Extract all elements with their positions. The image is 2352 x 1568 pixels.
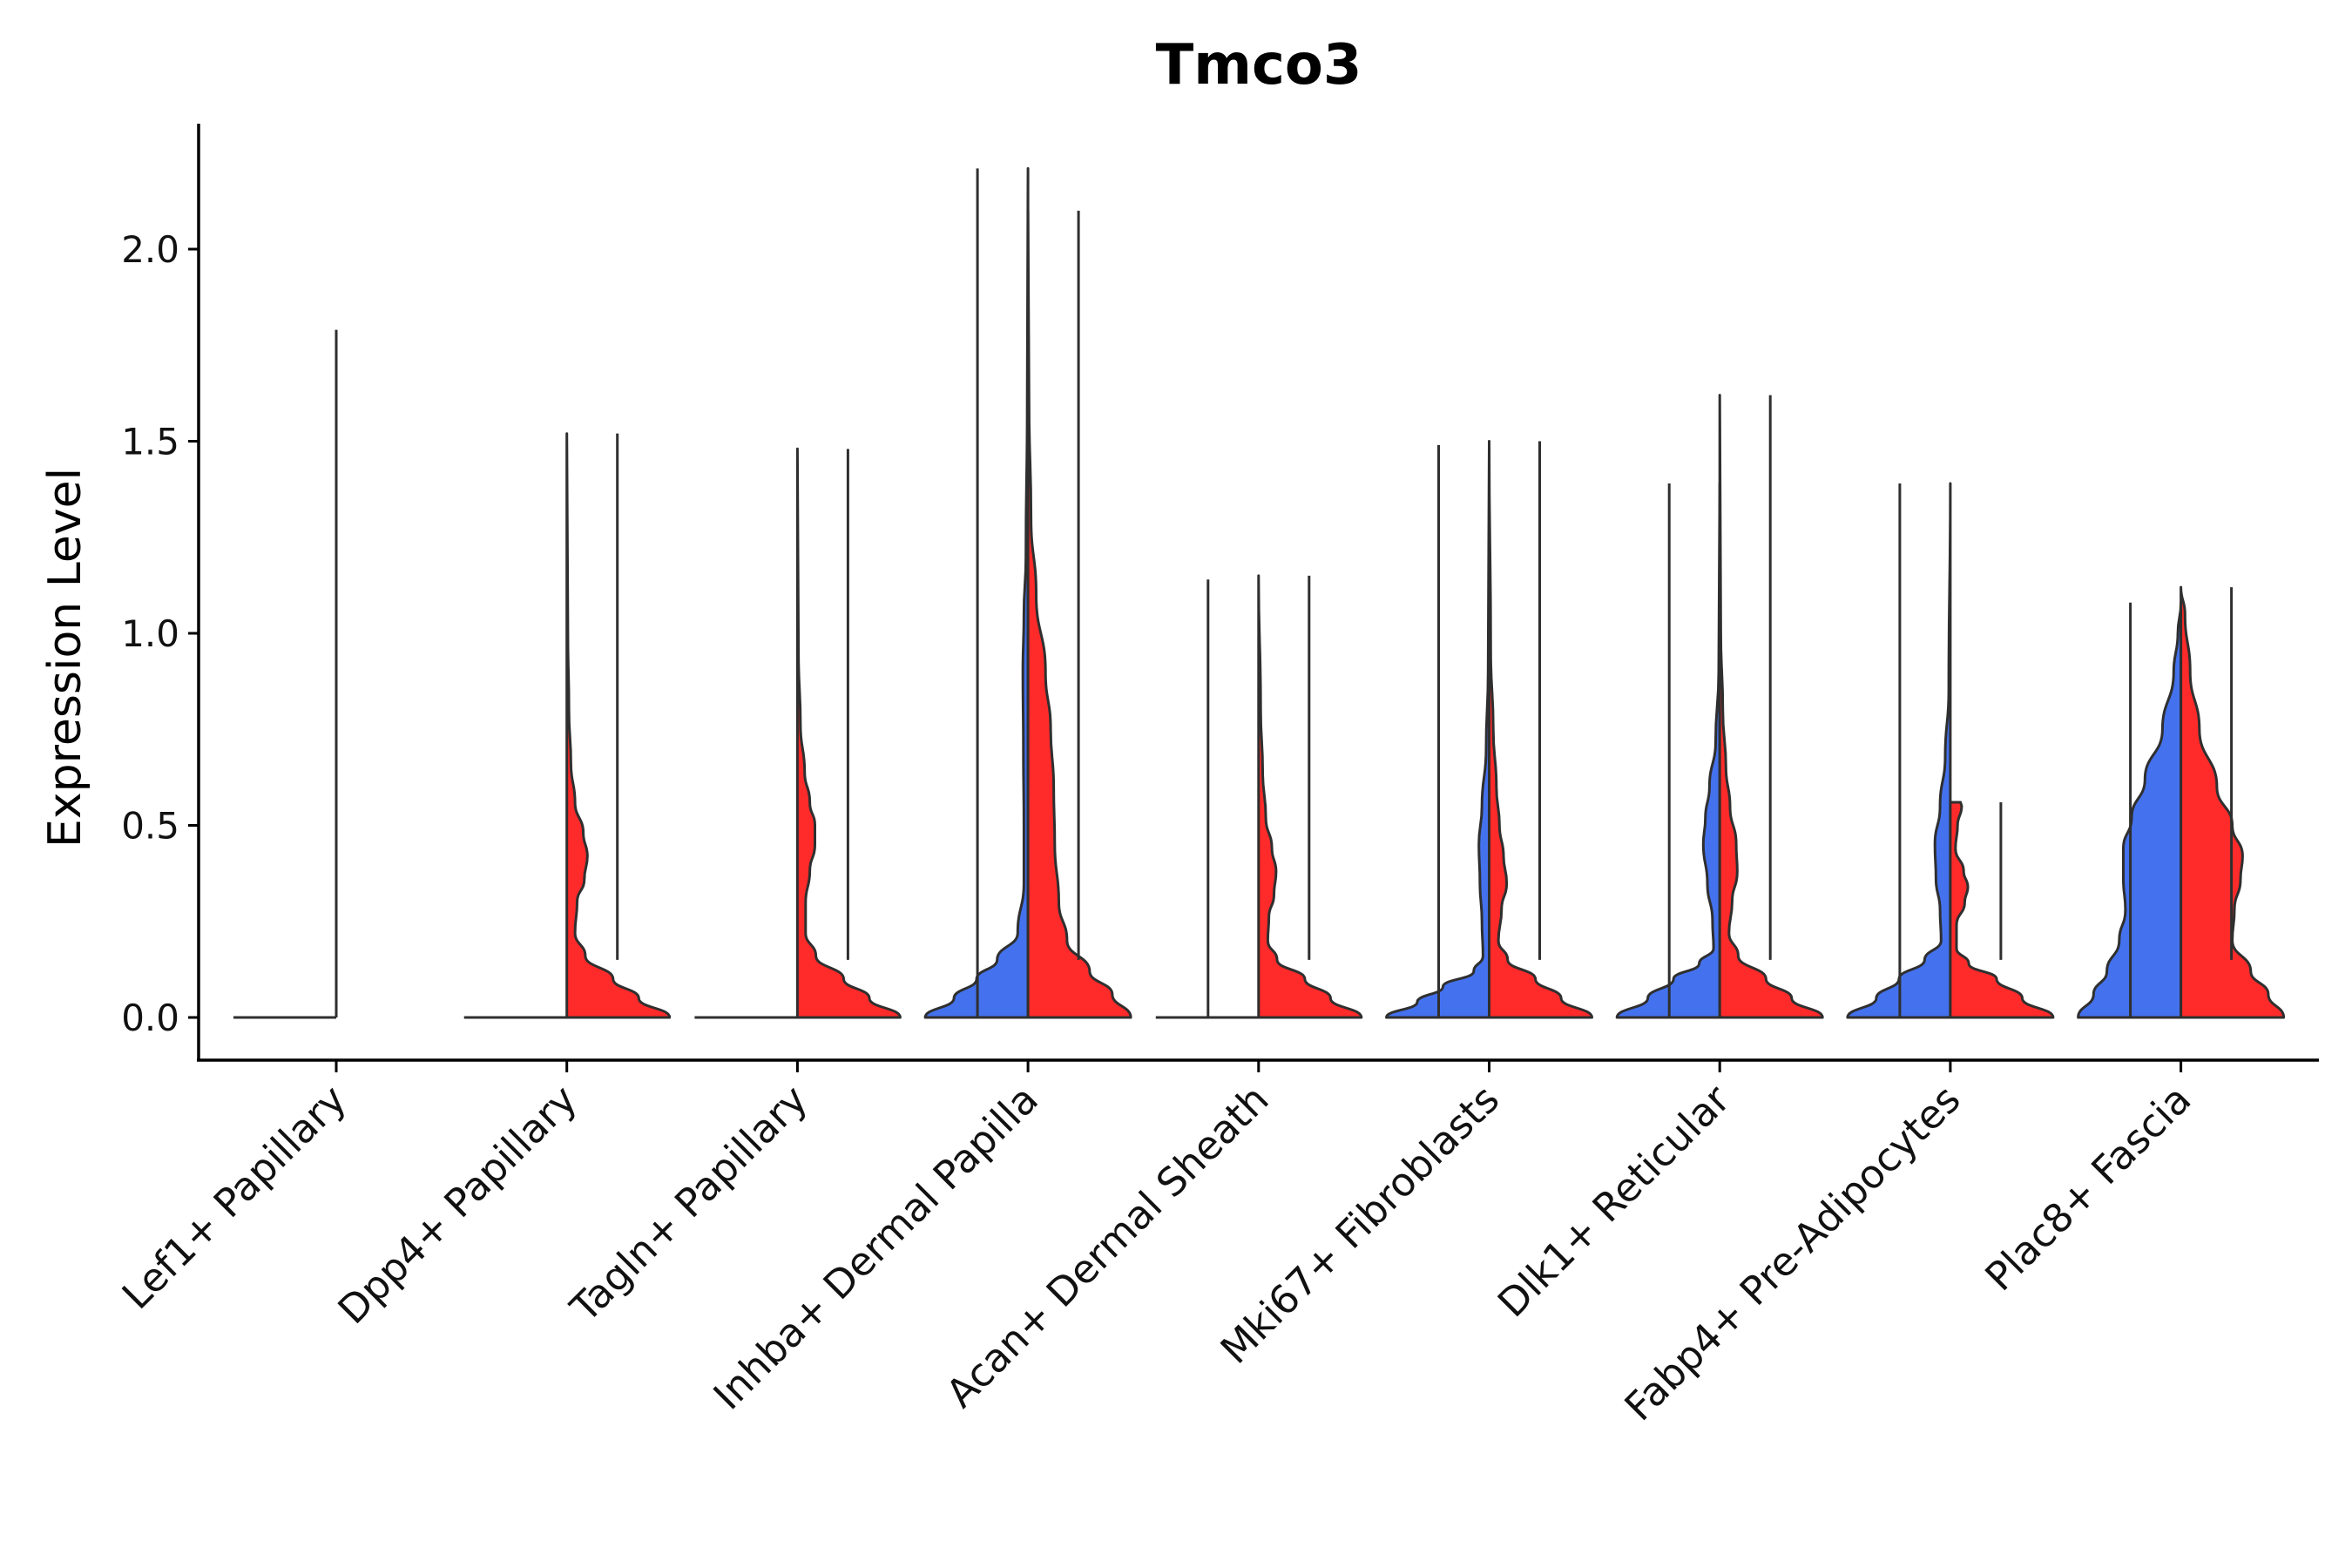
y-tick-label: 0.5 bbox=[121, 805, 179, 848]
y-axis-ticks: 0.0 0.5 1.0 1.5 2.0 bbox=[121, 228, 199, 1039]
violin-pair bbox=[2077, 585, 2286, 1019]
violin-right-half bbox=[1257, 574, 1363, 1019]
violin-right-half bbox=[1718, 394, 1824, 1019]
violin-pair bbox=[1385, 440, 1593, 1019]
x-category-label: Lef1+ Papillary bbox=[113, 1076, 355, 1318]
violin-left-half bbox=[1615, 482, 1721, 1019]
violin-right-half bbox=[1949, 801, 2055, 1019]
y-tick-label: 0.0 bbox=[121, 997, 179, 1039]
violin-pair bbox=[1615, 394, 1824, 1019]
chart-title: Tmco3 bbox=[1156, 33, 1362, 98]
x-category-label: Tagln+ Papillary bbox=[561, 1076, 816, 1331]
violin-pair bbox=[463, 432, 672, 1019]
violin-pair bbox=[1155, 574, 1363, 1019]
x-category-label: Dlk1+ Reticular bbox=[1489, 1076, 1739, 1326]
violin-pair bbox=[923, 166, 1132, 1019]
y-tick-label: 1.5 bbox=[121, 421, 179, 463]
violin-right-half bbox=[1488, 440, 1593, 1019]
violin-left-half bbox=[2077, 601, 2183, 1019]
y-tick-label: 2.0 bbox=[121, 228, 179, 271]
violin-right-half bbox=[565, 432, 672, 1019]
violin-right-half bbox=[1026, 209, 1132, 1019]
violin-pair bbox=[233, 329, 338, 1019]
y-tick-label: 1.0 bbox=[121, 612, 179, 655]
x-category-label: Plac8+ Fascia bbox=[1977, 1076, 2200, 1300]
violin-right-half bbox=[795, 447, 902, 1019]
violin-pair bbox=[694, 447, 902, 1019]
violin-pair bbox=[1846, 482, 2055, 1019]
y-axis-label: Expression Level bbox=[39, 468, 91, 848]
violin-layer bbox=[233, 166, 2286, 1019]
violin-right-half bbox=[2180, 585, 2286, 1019]
x-category-label: Dpp4+ Papillary bbox=[329, 1076, 586, 1333]
